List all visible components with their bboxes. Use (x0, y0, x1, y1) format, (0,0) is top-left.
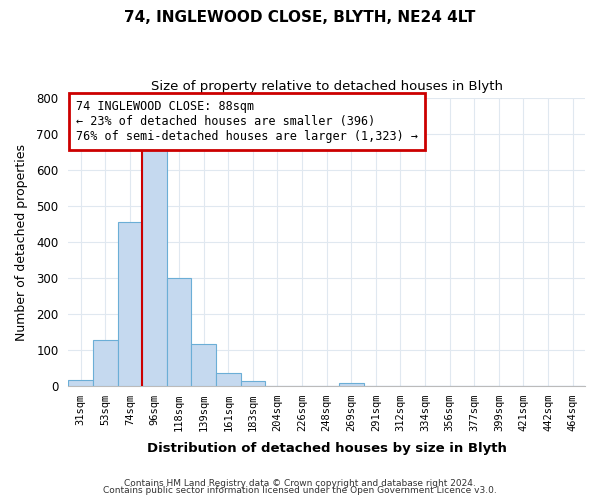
X-axis label: Distribution of detached houses by size in Blyth: Distribution of detached houses by size … (147, 442, 506, 455)
Text: Contains HM Land Registry data © Crown copyright and database right 2024.: Contains HM Land Registry data © Crown c… (124, 478, 476, 488)
Bar (93, 340, 118, 386)
Bar (142, 147, 167, 386)
Title: Size of property relative to detached houses in Blyth: Size of property relative to detached ho… (151, 80, 503, 93)
Text: Contains public sector information licensed under the Open Government Licence v3: Contains public sector information licen… (103, 486, 497, 495)
Bar (241, 382, 265, 386)
Text: 74 INGLEWOOD CLOSE: 88sqm
← 23% of detached houses are smaller (396)
76% of semi: 74 INGLEWOOD CLOSE: 88sqm ← 23% of detac… (76, 100, 418, 143)
Bar (216, 373, 241, 386)
Bar (191, 344, 216, 386)
Bar (118, 222, 142, 386)
Text: 74, INGLEWOOD CLOSE, BLYTH, NE24 4LT: 74, INGLEWOOD CLOSE, BLYTH, NE24 4LT (124, 10, 476, 25)
Bar (68, 380, 93, 386)
Bar (167, 278, 191, 386)
Y-axis label: Number of detached properties: Number of detached properties (15, 144, 28, 340)
Bar (339, 383, 364, 386)
